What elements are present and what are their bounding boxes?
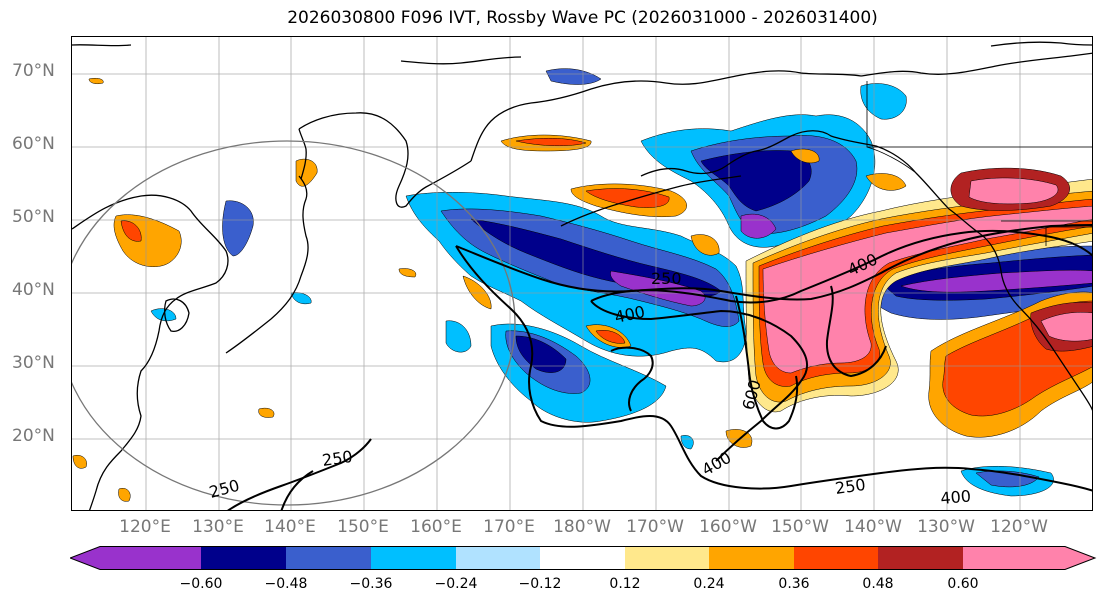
lon-label-160e: 160°E [410, 517, 462, 537]
reference-circle [72, 140, 516, 506]
colorbar-bin [70, 546, 201, 570]
coast-arctic [860, 52, 1092, 77]
lon-label-130e: 130°E [192, 517, 244, 537]
lat-label-60n: 60°N [12, 134, 55, 154]
map-title: 2026030800 F096 IVT, Rossby Wave PC (202… [287, 8, 878, 28]
lat-label-30n: 30°N [12, 353, 55, 373]
contour-600 [735, 295, 799, 430]
colorbar-bin [201, 546, 286, 570]
contour-label: 400 [940, 486, 972, 508]
lon-label-120e: 120°E [119, 517, 171, 537]
lon-label-170w: 170°W [626, 517, 684, 537]
coast-japan [225, 175, 309, 354]
colorbar-bin [963, 546, 1095, 570]
lon-label-120w: 120°W [990, 517, 1048, 537]
contour-250-south [455, 245, 1092, 492]
coast-kamchatka [470, 70, 862, 162]
ivt-contours [227, 224, 1092, 510]
colorbar-bin [878, 546, 963, 570]
colorbar-bin [625, 546, 709, 570]
colorbar-tick-label: 0.60 [947, 576, 979, 592]
contour-label: 250 [651, 269, 682, 288]
anomaly-shading [72, 68, 1092, 502]
contour-label: 250 [207, 476, 241, 502]
colorbar-tick-label: −0.24 [434, 576, 478, 592]
contour-label: 600 [739, 378, 765, 412]
coast-sakhalin [298, 128, 307, 180]
coast-na-west [978, 232, 1092, 411]
map-canvas: 250 400 250 400 400 600 250 250 400 [72, 37, 1092, 510]
colorbar-tick-label: −0.36 [349, 576, 393, 592]
lat-label-70n: 70°N [12, 61, 55, 81]
coast-east-asia [72, 194, 229, 510]
contour-label: 250 [834, 475, 867, 498]
coast-korea [164, 298, 190, 332]
colorbar-tick-label: 0.48 [862, 576, 894, 592]
colorbar [70, 546, 1097, 570]
contour-250-west [227, 438, 372, 510]
colorbar-bin [371, 546, 456, 570]
coast-okhotsk [298, 112, 472, 208]
lon-label-150w: 150°W [771, 517, 829, 537]
graticule [72, 37, 1092, 510]
colorbar-tick-label: 0.24 [693, 576, 725, 592]
contour-400-south [590, 300, 809, 462]
coast-alaska [640, 130, 980, 234]
lon-label-170e: 170°E [483, 517, 535, 537]
colorbar-tick-label: −0.48 [264, 576, 308, 592]
colorbar-tick-label: −0.60 [179, 576, 223, 592]
colorbar-bin [456, 546, 540, 570]
map-panel[interactable]: 250 400 250 400 400 600 250 250 400 [71, 36, 1093, 511]
contour-400-north [590, 229, 1092, 304]
lon-label-140w: 140°W [844, 517, 902, 537]
colorbar-bin [794, 546, 878, 570]
colorbar-bin [286, 546, 371, 570]
colorbar-bin [709, 546, 794, 570]
coast-aleutians [560, 175, 742, 227]
lon-label-160w: 160°W [699, 517, 757, 537]
colorbar-tick-label: −0.12 [518, 576, 562, 592]
lon-label-130w: 130°W [917, 517, 975, 537]
lon-label-140e: 140°E [264, 517, 316, 537]
coastlines [72, 41, 1092, 510]
colorbar-tick-label: 0.12 [609, 576, 641, 592]
lat-label-50n: 50°N [12, 207, 55, 227]
boundaries [866, 81, 1092, 246]
lat-label-40n: 40°N [12, 280, 55, 300]
lon-label-150e: 150°E [337, 517, 389, 537]
contour-label: 250 [321, 447, 354, 470]
lon-label-180w: 180°W [553, 517, 611, 537]
colorbar-bin [540, 546, 625, 570]
colorbar-tick-label: 0.36 [778, 576, 810, 592]
lat-label-20n: 20°N [12, 426, 55, 446]
